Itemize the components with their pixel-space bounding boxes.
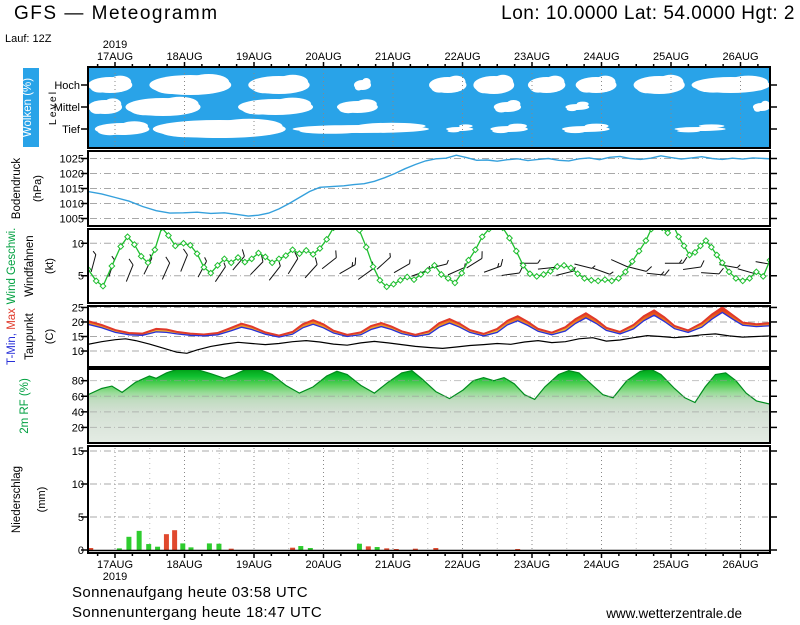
pressure-line xyxy=(89,154,769,217)
temp-axis-title: T-Min, Max xyxy=(6,308,18,365)
pressure-ytick-label: 1015 xyxy=(60,184,84,196)
date-label-top: 21AUG xyxy=(375,51,411,63)
wind-speed-markers xyxy=(89,230,769,291)
sunset-text: Sonnenuntergang heute 18:47 UTC xyxy=(72,604,323,621)
temp-min-line xyxy=(89,311,769,338)
precip-axis-title: Niederschlag xyxy=(11,466,23,533)
clouds-axis-title: Wolken (%) xyxy=(22,78,34,137)
date-label-bottom: 22AUG xyxy=(444,559,480,571)
date-label-top: 24AUG xyxy=(583,51,619,63)
cloud-level-mittel: Mittel xyxy=(54,102,80,114)
pressure-axis-title: Bodendruck xyxy=(11,158,23,220)
date-label-bottom: 21AUG xyxy=(375,559,411,571)
clouds-level-label: Level xyxy=(47,90,59,125)
wind-panel xyxy=(89,230,769,291)
temperature-panel xyxy=(89,307,769,354)
precip-panel-border xyxy=(87,445,771,554)
sunrise-text: Sonnenaufgang heute 03:58 UTC xyxy=(72,584,308,601)
temp-ytick-label: 25 xyxy=(72,302,84,314)
humidity-axis-title: 2m RF (%) xyxy=(19,378,31,434)
date-label-bottom: 17AUG xyxy=(97,559,133,571)
pressure-axis-unit: (hPa) xyxy=(32,175,44,202)
temp-ytick-label: 20 xyxy=(72,317,84,329)
date-label-top: 22AUG xyxy=(444,51,480,63)
precip-bars xyxy=(89,530,521,550)
date-label-bottom: 26AUG xyxy=(722,559,758,571)
date-label-top: 19AUG xyxy=(236,51,272,63)
precip-ytick-label: 5 xyxy=(78,512,84,524)
precip-panel xyxy=(89,448,769,552)
temp-max-line xyxy=(89,307,769,337)
dewpoint-line xyxy=(89,333,769,354)
wind-speed-line xyxy=(89,230,769,288)
date-label-bottom: 25AUG xyxy=(653,559,689,571)
wind-ytick-label: 5 xyxy=(78,271,84,283)
cloud-level-tief: Tief xyxy=(62,124,81,136)
humidity-ytick-label: 60 xyxy=(72,391,84,403)
date-label-bottom: 20AUG xyxy=(305,559,341,571)
humidity-ytick-label: 20 xyxy=(72,422,84,434)
humidity-ytick-label: 40 xyxy=(72,407,84,419)
precip-ytick-label: 10 xyxy=(72,479,84,491)
cloud-level-hoch: Hoch xyxy=(54,80,80,92)
year-label-bottom: 2019 xyxy=(103,571,127,583)
humidity-line xyxy=(89,370,769,405)
humidity-ytick-label: 80 xyxy=(72,376,84,388)
temp-axis-unit: (C) xyxy=(44,329,56,344)
date-label-bottom: 18AUG xyxy=(166,559,202,571)
date-label-bottom: 24AUG xyxy=(583,559,619,571)
precip-ytick-label: 15 xyxy=(72,446,84,458)
date-label-bottom: 23AUG xyxy=(514,559,550,571)
date-axis-top: 17AUG 18AUG 19AUG 20AUG 21AUG 22AUG 23AUG 24AUG… xyxy=(97,39,759,63)
date-label-top: 20AUG xyxy=(305,51,341,63)
date-label-bottom: 19AUG xyxy=(236,559,272,571)
humidity-panel-border xyxy=(87,368,771,444)
website-link-text: www.wetterzentrale.de xyxy=(606,606,742,621)
clouds-panel xyxy=(89,68,769,147)
wind-axis-unit: (kt) xyxy=(44,258,56,274)
run-label: Lauf: 12Z xyxy=(5,33,52,45)
axis-ticks xyxy=(81,62,777,558)
dewpoint-label: Taupunkt xyxy=(24,312,36,359)
humidity-panel xyxy=(89,370,769,442)
clouds-label-badge xyxy=(23,68,39,147)
date-label-top: 26AUG xyxy=(722,51,758,63)
temp-ytick-label: 10 xyxy=(72,346,84,358)
date-label-top: 23AUG xyxy=(514,51,550,63)
precip-ytick-label: 0 xyxy=(78,545,84,557)
pressure-ytick-label: 1020 xyxy=(60,169,84,181)
year-label-top: 2019 xyxy=(103,39,127,51)
wind-axis-title: Wind Geschwi. xyxy=(6,228,18,305)
temp-ytick-label: 15 xyxy=(72,332,84,344)
wind-ytick-label: 10 xyxy=(72,238,84,250)
pressure-ytick-label: 1010 xyxy=(60,199,84,211)
date-label-top: 17AUG xyxy=(97,51,133,63)
wind-barbs-label: Windfahnen xyxy=(24,235,36,296)
pressure-ytick-label: 1025 xyxy=(60,154,84,166)
date-axis-bottom: 17AUG 18AUG 19AUG 20AUG 21AUG 22AUG 23AUG 24AUG… xyxy=(97,559,759,583)
page-title: GFS — Meteogramm xyxy=(14,3,219,24)
humidity-area xyxy=(89,370,769,442)
wind-panel-border xyxy=(87,228,771,304)
pressure-ytick-label: 1005 xyxy=(60,214,84,226)
date-label-top: 18AUG xyxy=(166,51,202,63)
location-readout: Lon: 10.0000 Lat: 54.0000 Hgt: 2 xyxy=(501,3,795,24)
precip-axis-unit: (mm) xyxy=(36,487,48,513)
date-label-top: 25AUG xyxy=(653,51,689,63)
